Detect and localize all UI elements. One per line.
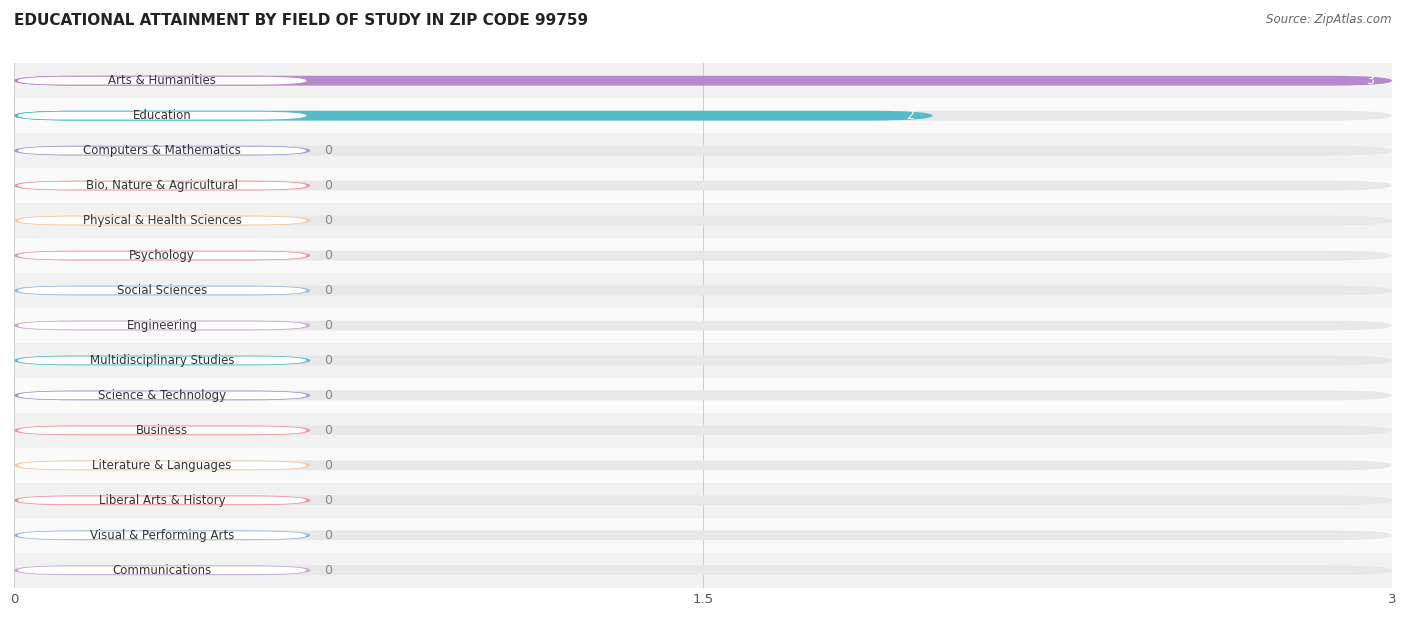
FancyBboxPatch shape [18,112,307,119]
Text: Physical & Health Sciences: Physical & Health Sciences [83,214,242,227]
Text: Education: Education [132,109,191,122]
Text: EDUCATIONAL ATTAINMENT BY FIELD OF STUDY IN ZIP CODE 99759: EDUCATIONAL ATTAINMENT BY FIELD OF STUDY… [14,13,588,28]
FancyBboxPatch shape [18,427,307,434]
FancyBboxPatch shape [14,181,311,190]
FancyBboxPatch shape [18,532,307,539]
Bar [14,413,1392,448]
FancyBboxPatch shape [14,356,311,365]
Text: 0: 0 [325,389,332,402]
Text: 0: 0 [325,319,332,332]
FancyBboxPatch shape [18,566,307,574]
Text: Literature & Languages: Literature & Languages [93,459,232,472]
FancyBboxPatch shape [14,425,1392,435]
FancyBboxPatch shape [14,461,1392,470]
FancyBboxPatch shape [14,251,311,260]
Text: 0: 0 [325,179,332,192]
Bar [14,133,1392,168]
FancyBboxPatch shape [18,286,307,295]
FancyBboxPatch shape [14,495,311,505]
Text: 0: 0 [325,284,332,297]
FancyBboxPatch shape [14,530,1392,540]
FancyBboxPatch shape [14,495,1392,505]
Text: Psychology: Psychology [129,249,195,262]
Bar [14,483,1392,518]
FancyBboxPatch shape [18,322,307,329]
FancyBboxPatch shape [14,425,311,435]
Text: 0: 0 [325,214,332,227]
FancyBboxPatch shape [14,76,311,85]
Text: 0: 0 [325,144,332,157]
Text: 3: 3 [1365,74,1374,87]
Bar [14,378,1392,413]
FancyBboxPatch shape [18,496,307,504]
FancyBboxPatch shape [14,530,311,540]
Text: 0: 0 [325,564,332,577]
Bar [14,273,1392,308]
FancyBboxPatch shape [18,252,307,260]
Text: Social Sciences: Social Sciences [117,284,207,297]
FancyBboxPatch shape [14,216,1392,226]
FancyBboxPatch shape [18,217,307,224]
Bar [14,448,1392,483]
FancyBboxPatch shape [14,566,311,575]
FancyBboxPatch shape [14,391,311,400]
FancyBboxPatch shape [14,286,311,295]
Bar [14,553,1392,588]
FancyBboxPatch shape [14,76,1392,85]
Text: Computers & Mathematics: Computers & Mathematics [83,144,240,157]
FancyBboxPatch shape [14,356,1392,365]
Bar [14,343,1392,378]
Text: 0: 0 [325,459,332,472]
Text: Communications: Communications [112,564,212,577]
Bar [14,308,1392,343]
FancyBboxPatch shape [14,111,1392,121]
FancyBboxPatch shape [14,391,1392,400]
Text: Bio, Nature & Agricultural: Bio, Nature & Agricultural [86,179,238,192]
Text: Multidisciplinary Studies: Multidisciplinary Studies [90,354,235,367]
Bar [14,63,1392,98]
Bar [14,238,1392,273]
Bar [14,203,1392,238]
Text: 2: 2 [907,109,914,122]
Text: 0: 0 [325,529,332,542]
FancyBboxPatch shape [14,320,311,331]
Text: Arts & Humanities: Arts & Humanities [108,74,217,87]
FancyBboxPatch shape [18,461,307,470]
FancyBboxPatch shape [14,286,1392,295]
FancyBboxPatch shape [14,566,1392,575]
FancyBboxPatch shape [18,181,307,190]
FancyBboxPatch shape [18,391,307,399]
FancyBboxPatch shape [18,356,307,365]
Bar [14,98,1392,133]
Text: Business: Business [136,424,188,437]
FancyBboxPatch shape [14,181,1392,190]
FancyBboxPatch shape [14,320,1392,331]
FancyBboxPatch shape [14,111,311,121]
FancyBboxPatch shape [18,76,307,85]
Bar [14,168,1392,203]
Text: 0: 0 [325,494,332,507]
FancyBboxPatch shape [14,216,311,226]
FancyBboxPatch shape [14,146,1392,155]
FancyBboxPatch shape [18,147,307,155]
Text: Science & Technology: Science & Technology [98,389,226,402]
FancyBboxPatch shape [14,251,1392,260]
FancyBboxPatch shape [14,146,311,155]
Text: Liberal Arts & History: Liberal Arts & History [98,494,225,507]
Text: 0: 0 [325,424,332,437]
Text: Source: ZipAtlas.com: Source: ZipAtlas.com [1267,13,1392,26]
Text: 0: 0 [325,354,332,367]
Text: Engineering: Engineering [127,319,198,332]
Text: 0: 0 [325,249,332,262]
FancyBboxPatch shape [14,461,311,470]
FancyBboxPatch shape [14,111,932,121]
Text: Visual & Performing Arts: Visual & Performing Arts [90,529,235,542]
Bar [14,518,1392,553]
FancyBboxPatch shape [14,76,1392,85]
